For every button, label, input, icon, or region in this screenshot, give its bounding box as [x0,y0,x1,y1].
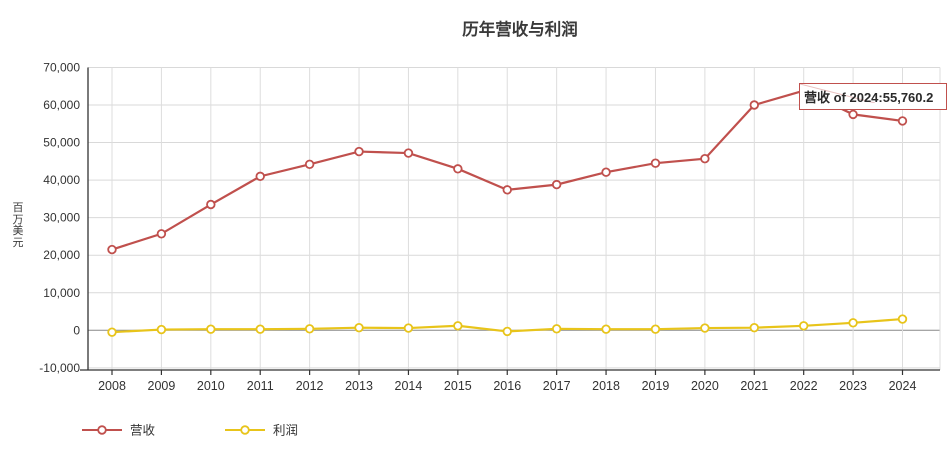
svg-text:2012: 2012 [296,379,324,393]
svg-text:30,000: 30,000 [43,211,80,225]
svg-text:10,000: 10,000 [43,286,80,300]
svg-text:2019: 2019 [642,379,670,393]
svg-text:2022: 2022 [790,379,818,393]
svg-text:2016: 2016 [493,379,521,393]
svg-text:2021: 2021 [740,379,768,393]
svg-text:2018: 2018 [592,379,620,393]
svg-text:2024: 2024 [889,379,917,393]
svg-text:2008: 2008 [98,379,126,393]
svg-text:2013: 2013 [345,379,373,393]
svg-text:2015: 2015 [444,379,472,393]
svg-text:40,000: 40,000 [43,173,80,187]
svg-text:2010: 2010 [197,379,225,393]
svg-text:2017: 2017 [543,379,571,393]
svg-text:利润: 利润 [273,424,298,438]
svg-text:20,000: 20,000 [43,248,80,262]
svg-text:0: 0 [73,323,80,337]
svg-text:50,000: 50,000 [43,136,80,150]
svg-text:70,000: 70,000 [43,60,80,74]
svg-text:2014: 2014 [395,379,423,393]
svg-text:2011: 2011 [247,379,274,393]
svg-text:2020: 2020 [691,379,719,393]
svg-text:2023: 2023 [839,379,867,393]
svg-text:-10,000: -10,000 [39,361,80,375]
svg-text:60,000: 60,000 [43,98,80,112]
svg-text:2009: 2009 [148,379,176,393]
svg-text:营收: 营收 [130,424,156,438]
